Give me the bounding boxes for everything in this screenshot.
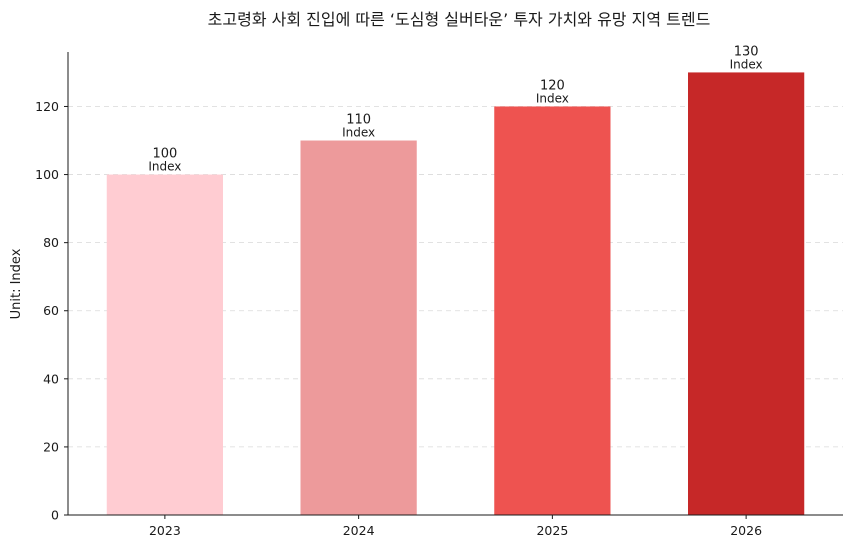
data-label-unit: Index <box>148 160 181 174</box>
bar-2024 <box>300 140 417 515</box>
x-tick-label: 2025 <box>536 523 568 538</box>
chart-title: 초고령화 사회 진입에 따른 ‘도심형 실버타운’ 투자 가치와 유망 지역 트… <box>208 10 711 29</box>
bar-2023 <box>106 174 223 515</box>
y-tick-label: 100 <box>35 167 59 182</box>
y-tick-label: 60 <box>43 303 59 318</box>
data-label-value: 100 <box>152 147 177 162</box>
x-ticks: 2023 2024 2025 2026 <box>149 515 762 538</box>
data-label-unit: Index <box>730 57 763 71</box>
data-label-value: 110 <box>346 113 371 128</box>
bar-2025 <box>494 106 611 516</box>
y-tick-label: 80 <box>43 235 59 250</box>
y-tick-label: 40 <box>43 371 59 386</box>
data-label-value: 120 <box>540 78 565 93</box>
data-label-value: 130 <box>734 44 759 59</box>
y-axis-label: Unit: Index <box>9 248 24 319</box>
bar-2026 <box>688 72 805 516</box>
x-tick-label: 2026 <box>730 523 762 538</box>
y-tick-label: 20 <box>43 439 59 454</box>
y-tick-label: 0 <box>51 508 59 523</box>
bars <box>106 72 805 516</box>
y-tick-label: 120 <box>35 99 59 114</box>
y-ticks: 0 20 40 60 80 100 120 <box>35 99 68 523</box>
data-label-unit: Index <box>536 91 569 105</box>
data-label-unit: Index <box>342 126 375 140</box>
x-tick-label: 2023 <box>149 523 181 538</box>
x-tick-label: 2024 <box>343 523 375 538</box>
